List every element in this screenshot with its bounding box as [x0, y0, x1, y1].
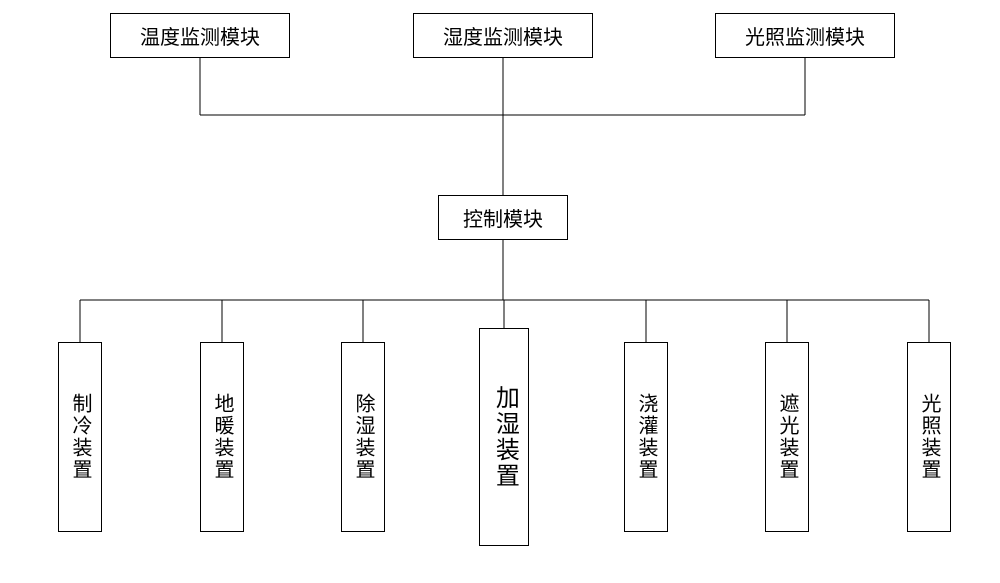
humidify-device-label: 加湿装置 — [490, 385, 519, 489]
temp-module: 温度监测模块 — [110, 13, 290, 58]
light-module: 光照监测模块 — [715, 13, 895, 58]
floorheat-device-label: 地暖装置 — [210, 393, 234, 481]
humid-module: 湿度监测模块 — [413, 13, 593, 58]
irrigation-device-label: 浇灌装置 — [634, 393, 658, 481]
control-module-label: 控制模块 — [463, 203, 543, 232]
shade-device: 遮光装置 — [765, 342, 809, 532]
lighting-device-label: 光照装置 — [917, 393, 941, 481]
cooling-device: 制冷装置 — [58, 342, 102, 532]
cooling-device-label: 制冷装置 — [68, 393, 92, 481]
lighting-device: 光照装置 — [907, 342, 951, 532]
humid-module-label: 湿度监测模块 — [443, 21, 563, 50]
irrigation-device: 浇灌装置 — [624, 342, 668, 532]
dehumid-device-label: 除湿装置 — [351, 393, 375, 481]
shade-device-label: 遮光装置 — [775, 393, 799, 481]
control-module: 控制模块 — [438, 195, 568, 240]
humidify-device: 加湿装置 — [479, 328, 529, 546]
temp-module-label: 温度监测模块 — [140, 21, 260, 50]
floorheat-device: 地暖装置 — [200, 342, 244, 532]
dehumid-device: 除湿装置 — [341, 342, 385, 532]
light-module-label: 光照监测模块 — [745, 21, 865, 50]
